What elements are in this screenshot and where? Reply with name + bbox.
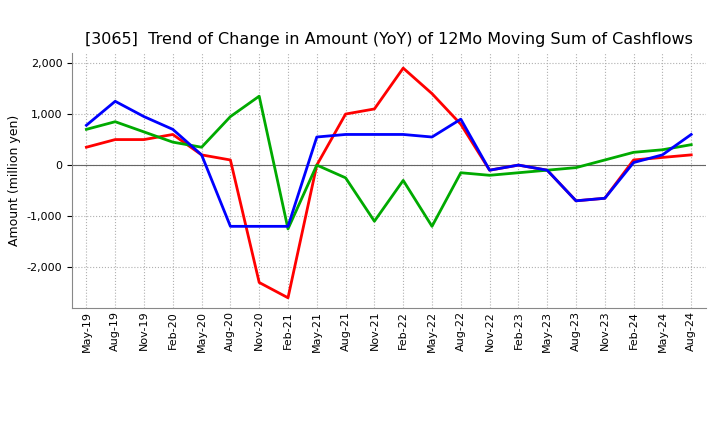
Free Cashflow	[600, 196, 609, 201]
Investing Cashflow	[514, 170, 523, 176]
Operating Cashflow	[226, 158, 235, 163]
Operating Cashflow	[543, 168, 552, 173]
Y-axis label: Amount (million yen): Amount (million yen)	[8, 115, 21, 246]
Free Cashflow	[168, 127, 177, 132]
Operating Cashflow	[629, 158, 638, 163]
Operating Cashflow	[168, 132, 177, 137]
Investing Cashflow	[341, 175, 350, 180]
Operating Cashflow	[284, 295, 292, 301]
Operating Cashflow	[514, 162, 523, 168]
Operating Cashflow	[111, 137, 120, 142]
Title: [3065]  Trend of Change in Amount (YoY) of 12Mo Moving Sum of Cashflows: [3065] Trend of Change in Amount (YoY) o…	[85, 33, 693, 48]
Line: Free Cashflow: Free Cashflow	[86, 101, 691, 226]
Investing Cashflow	[370, 219, 379, 224]
Operating Cashflow	[600, 196, 609, 201]
Investing Cashflow	[428, 224, 436, 229]
Free Cashflow	[456, 117, 465, 122]
Free Cashflow	[197, 152, 206, 158]
Investing Cashflow	[82, 127, 91, 132]
Free Cashflow	[255, 224, 264, 229]
Investing Cashflow	[572, 165, 580, 170]
Investing Cashflow	[226, 114, 235, 119]
Investing Cashflow	[168, 139, 177, 145]
Free Cashflow	[370, 132, 379, 137]
Operating Cashflow	[370, 106, 379, 112]
Operating Cashflow	[428, 91, 436, 96]
Free Cashflow	[140, 114, 148, 119]
Free Cashflow	[82, 123, 91, 128]
Free Cashflow	[111, 99, 120, 104]
Investing Cashflow	[284, 226, 292, 231]
Line: Operating Cashflow: Operating Cashflow	[86, 68, 691, 298]
Operating Cashflow	[485, 168, 494, 173]
Investing Cashflow	[255, 94, 264, 99]
Free Cashflow	[428, 134, 436, 139]
Investing Cashflow	[485, 172, 494, 178]
Investing Cashflow	[629, 150, 638, 155]
Free Cashflow	[572, 198, 580, 203]
Operating Cashflow	[197, 152, 206, 158]
Line: Investing Cashflow: Investing Cashflow	[86, 96, 691, 229]
Operating Cashflow	[255, 280, 264, 285]
Free Cashflow	[284, 224, 292, 229]
Investing Cashflow	[658, 147, 667, 152]
Free Cashflow	[543, 168, 552, 173]
Free Cashflow	[226, 224, 235, 229]
Operating Cashflow	[140, 137, 148, 142]
Investing Cashflow	[399, 178, 408, 183]
Operating Cashflow	[341, 111, 350, 117]
Free Cashflow	[399, 132, 408, 137]
Investing Cashflow	[197, 145, 206, 150]
Free Cashflow	[629, 160, 638, 165]
Investing Cashflow	[600, 158, 609, 163]
Operating Cashflow	[658, 155, 667, 160]
Free Cashflow	[687, 132, 696, 137]
Free Cashflow	[341, 132, 350, 137]
Operating Cashflow	[312, 162, 321, 168]
Operating Cashflow	[399, 66, 408, 71]
Operating Cashflow	[572, 198, 580, 203]
Free Cashflow	[485, 168, 494, 173]
Investing Cashflow	[687, 142, 696, 147]
Free Cashflow	[658, 152, 667, 158]
Free Cashflow	[312, 134, 321, 139]
Investing Cashflow	[111, 119, 120, 125]
Operating Cashflow	[456, 121, 465, 127]
Free Cashflow	[514, 162, 523, 168]
Investing Cashflow	[543, 168, 552, 173]
Investing Cashflow	[140, 129, 148, 135]
Operating Cashflow	[687, 152, 696, 158]
Investing Cashflow	[456, 170, 465, 176]
Investing Cashflow	[312, 162, 321, 168]
Operating Cashflow	[82, 145, 91, 150]
